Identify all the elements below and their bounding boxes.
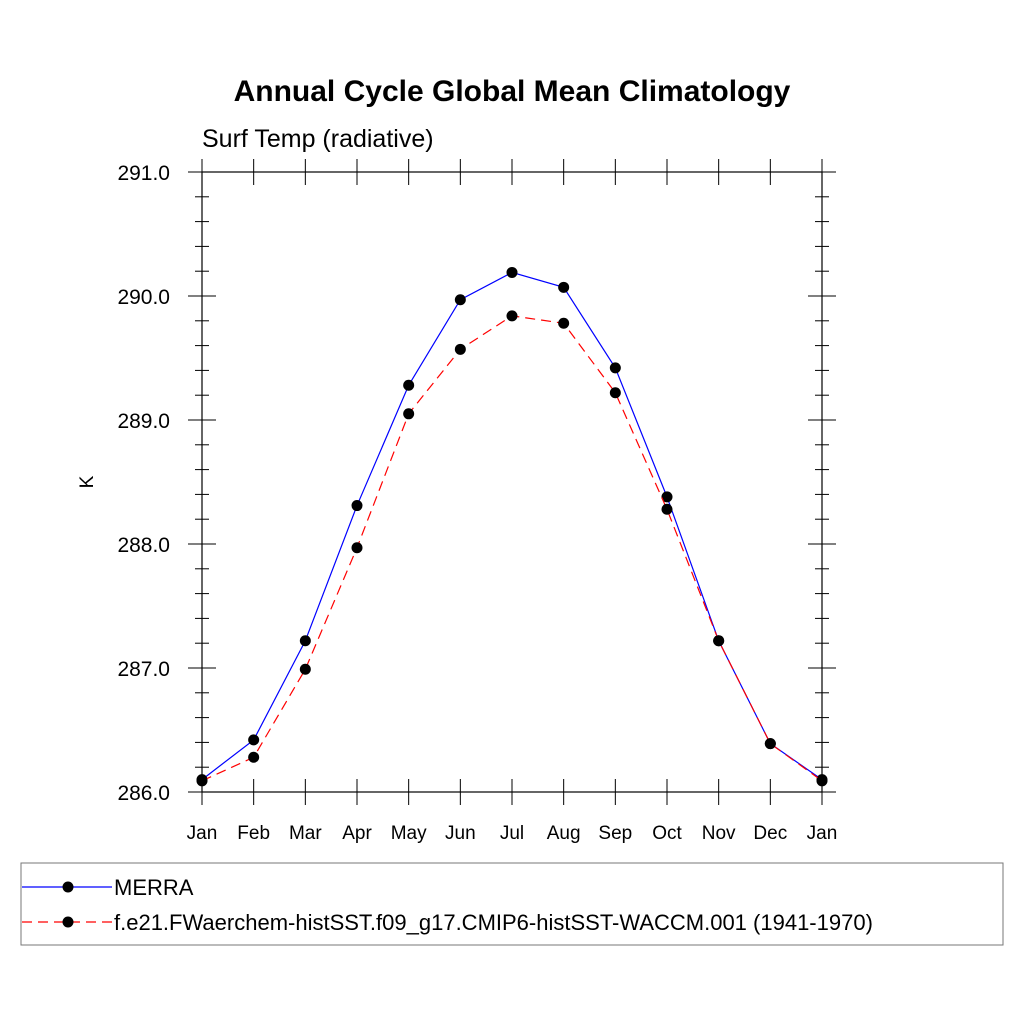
legend-label-2: f.e21.FWaerchem-histSST.f09_g17.CMIP6-hi… [114,910,873,935]
x-tick-label: Jan [187,823,218,844]
series-1-point [248,734,260,746]
series-2-point [196,775,208,787]
legend-swatch-marker-2 [62,916,74,928]
x-tick-label: Mar [289,823,322,844]
series-2-point [248,751,260,763]
series-1-point [403,379,415,391]
y-tick-label: 291.0 [117,162,170,185]
series-line-1 [201,271,823,781]
y-tick-label: 287.0 [117,658,170,681]
series-1-point [506,266,518,278]
y-tick-label: 290.0 [117,286,170,309]
series-2-point [506,310,518,322]
series-layer [196,266,828,787]
chart-subtitle: Surf Temp (radiative) [202,125,434,153]
axes: 286.0 287.0 288.0 289.0 290.0 291.0 Jan Feb Mar A… [117,159,837,844]
series-2-point [299,663,311,675]
series-2-point [351,542,363,554]
legend-label-1: MERRA [114,875,194,900]
series-1-point [454,294,466,306]
series-2-point [816,775,828,787]
series-2-point [454,343,466,355]
y-tick-label: 288.0 [117,534,170,557]
y-axis-label: K [77,475,98,488]
series-1-point [661,491,673,503]
series-2-point [609,387,621,399]
legend-box [20,862,1004,946]
x-tick-label: Aug [547,823,581,844]
legend-swatch-marker-1 [62,881,74,893]
x-tick-label: Dec [753,823,787,844]
x-tick-label: Jan [807,823,838,844]
y-tick-label: 289.0 [117,410,170,433]
y-tick-label: 286.0 [117,782,170,805]
series-2-point [661,503,673,515]
plot-frame [201,171,823,793]
series-2-point [403,408,415,420]
x-tick-label: Feb [237,823,270,844]
series-1-point [299,635,311,647]
series-2-point [558,317,570,329]
series-2-point [764,738,776,750]
legend: MERRA f.e21.FWaerchem-histSST.f09_g17.CMI… [20,862,1004,946]
x-tick-label: Oct [652,823,682,844]
series-2-point [713,635,725,647]
x-tick-label: May [391,823,427,844]
series-line-2 [201,315,823,782]
x-tick-label: Sep [598,823,632,844]
series-1-point [609,362,621,374]
series-1-point [558,281,570,293]
x-tick-label: Nov [702,823,736,844]
series-1-point [351,500,363,512]
chart-title: Annual Cycle Global Mean Climatology [234,75,791,108]
x-tick-label: Apr [342,823,372,844]
x-tick-label: Jun [445,823,476,844]
x-tick-label: Jul [500,823,524,844]
